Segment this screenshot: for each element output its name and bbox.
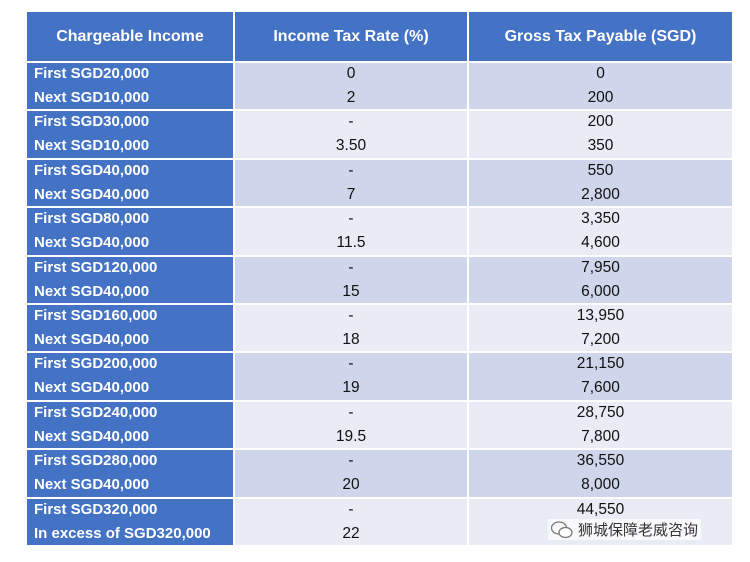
cell-line: 19: [342, 379, 360, 397]
cell-line: 350: [587, 137, 614, 155]
cell-line: First SGD240,000: [34, 403, 158, 421]
cell-line: 6,000: [581, 282, 620, 300]
cell-line: First SGD200,000: [34, 355, 158, 373]
cell-line: Next SGD10,000: [34, 89, 150, 106]
watermark-text: 狮城保障老威咨询: [578, 522, 699, 539]
cell-line: 44,550: [576, 500, 625, 518]
cell-line: -: [348, 452, 354, 470]
table-cell: First SGD320,000 In excess of SGD320,000: [27, 498, 235, 547]
table-cell: 21,150 7,600: [469, 353, 734, 402]
cell-line: 13,950: [576, 307, 625, 324]
cell-line: 7,600: [581, 379, 620, 397]
cell-line: 7,800: [581, 427, 620, 445]
cell-line: 3.50: [335, 137, 367, 155]
cell-line: First SGD80,000: [34, 210, 150, 228]
cell-line: 7,200: [581, 331, 620, 348]
cell-line: 3,350: [581, 210, 620, 228]
table-cell: - 20: [235, 450, 469, 499]
cell-line: -: [348, 500, 354, 518]
table-cell: 13,950 7,200: [469, 305, 734, 354]
table-cell: 0 200: [469, 63, 734, 112]
table-cell: 550 2,800: [469, 159, 734, 209]
cell-line: 15: [342, 282, 360, 300]
cell-line: 28,750: [576, 403, 625, 421]
cell-line: 21,150: [576, 355, 625, 373]
table-cell: First SGD40,000 Next SGD40,000: [27, 159, 235, 209]
table-cell: 200 350: [469, 111, 734, 160]
table-cell: First SGD200,000 Next SGD40,000: [27, 353, 235, 402]
table-cell: First SGD80,000 Next SGD40,000: [27, 208, 235, 257]
cell-line: 200: [587, 89, 614, 106]
cell-line: 0: [346, 65, 356, 82]
cell-line: 22: [342, 524, 360, 542]
cell-line: 200: [587, 113, 614, 131]
table-cell: - 3.50: [235, 111, 469, 160]
cell-line: 36,550: [576, 452, 625, 470]
cell-line: 0: [596, 65, 605, 82]
cell-line: -: [348, 210, 354, 228]
header-cell: Chargeable Income: [27, 12, 235, 63]
cell-line: 20: [342, 476, 360, 494]
cell-line: 4,600: [581, 234, 620, 252]
cell-line: 8,000: [581, 476, 620, 494]
cell-line: -: [348, 113, 354, 131]
cell-line: Next SGD40,000: [34, 476, 150, 494]
table-cell: First SGD120,000 Next SGD40,000: [27, 256, 235, 305]
cell-line: First SGD30,000: [34, 113, 150, 131]
table-cell: First SGD30,000 Next SGD10,000: [27, 111, 235, 160]
table-cell: 3,350 4,600: [469, 208, 734, 257]
table-cell: - 19.5: [235, 401, 469, 451]
cell-line: Next SGD40,000: [34, 234, 150, 252]
header-cell: Income Tax Rate (%): [235, 12, 469, 63]
cell-line: First SGD320,000: [34, 500, 158, 518]
wechat-icon: [551, 520, 573, 538]
table-cell: - 22: [235, 498, 469, 547]
cell-line: Next SGD40,000: [34, 331, 150, 348]
table-cell: First SGD280,000 Next SGD40,000: [27, 450, 235, 499]
table-cell: 7,950 6,000: [469, 256, 734, 305]
cell-line: 2: [346, 89, 356, 106]
cell-line: -: [348, 258, 354, 276]
cell-line: Next SGD40,000: [34, 282, 150, 300]
cell-line: -: [348, 355, 354, 373]
cell-line: -: [348, 307, 354, 324]
cell-line: Next SGD10,000: [34, 137, 150, 155]
table-cell: -7: [235, 159, 469, 209]
cell-line: Next SGD40,000: [34, 427, 150, 445]
cell-line: 18: [342, 331, 360, 348]
table-cell: 36,550 8,000: [469, 450, 734, 499]
cell-line: First SGD160,000: [34, 307, 158, 324]
cell-line: First SGD40,000: [34, 161, 150, 179]
cell-line: First SGD20,000: [34, 65, 150, 82]
table-cell: First SGD240,000 Next SGD40,000: [27, 401, 235, 451]
table-cell: - 18: [235, 305, 469, 354]
header-cell: Gross Tax Payable (SGD): [469, 12, 734, 63]
cell-line: 19.5: [335, 427, 367, 445]
cell-line: 550: [587, 161, 614, 179]
table-cell: - 11.5: [235, 208, 469, 257]
table-cell: 28,750 7,800: [469, 401, 734, 451]
table-cell: - 19: [235, 353, 469, 402]
watermark: 狮城保障老威咨询: [548, 519, 702, 540]
cell-line: First SGD280,000: [34, 452, 158, 470]
cell-line: -: [348, 161, 354, 179]
cell-line: Next SGD40,000: [34, 379, 150, 397]
cell-line: First SGD120,000: [34, 258, 158, 276]
table-cell: First SGD160,000 Next SGD40,000: [27, 305, 235, 354]
cell-line: 7: [346, 185, 356, 203]
table-cell: - 15: [235, 256, 469, 305]
cell-line: Next SGD40,000: [34, 185, 150, 203]
cell-line: 7,950: [581, 258, 620, 276]
cell-line: 11.5: [336, 234, 366, 252]
table-cell: First SGD20,000 Next SGD10,000: [27, 63, 235, 112]
cell-line: 2,800: [581, 185, 620, 203]
cell-line: In excess of SGD320,000: [34, 524, 211, 542]
cell-line: -: [348, 403, 354, 421]
